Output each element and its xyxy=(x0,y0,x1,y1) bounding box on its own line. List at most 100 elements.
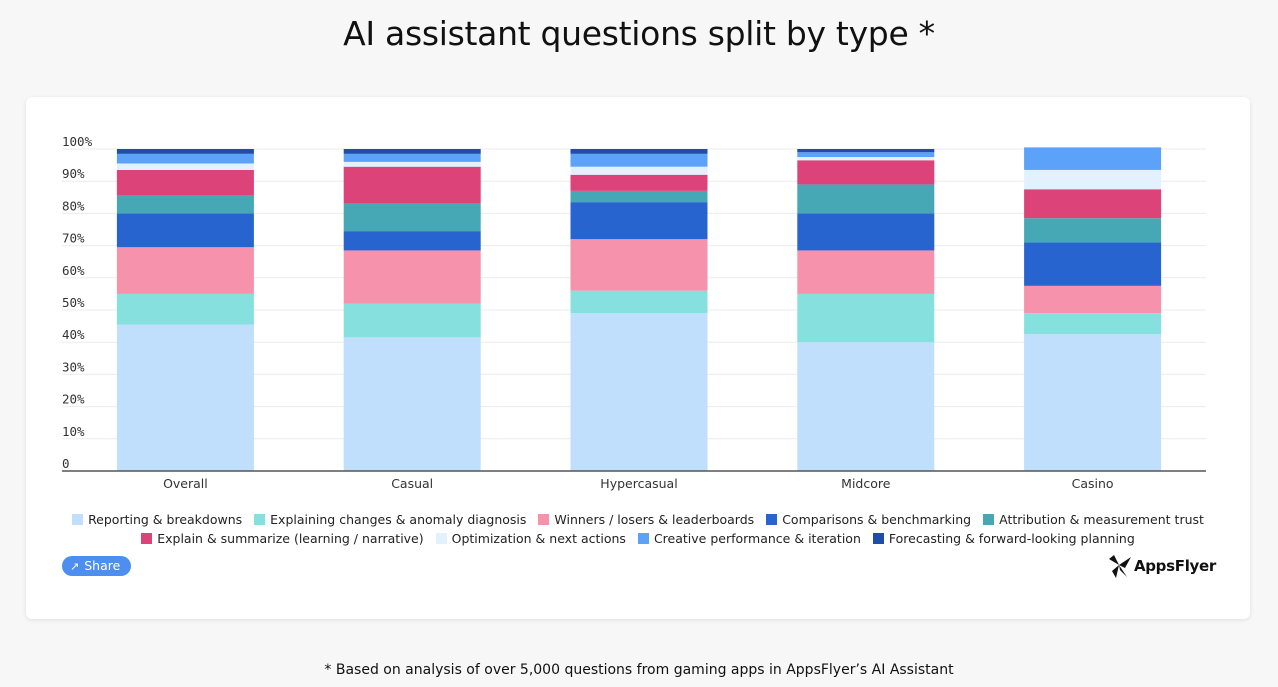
legend-item[interactable]: Explaining changes & anomaly diagnosis xyxy=(254,510,526,529)
legend-item[interactable]: Attribution & measurement trust xyxy=(983,510,1204,529)
legend-item[interactable]: Forecasting & forward-looking planning xyxy=(872,529,1135,548)
legend-swatch xyxy=(72,514,84,525)
y-tick-label: 50% xyxy=(62,295,85,310)
x-tick-label: Midcore xyxy=(841,476,891,491)
legend-label: Reporting & breakdowns xyxy=(88,512,243,527)
brand-name: AppsFlyer xyxy=(1133,557,1216,575)
y-tick-label: 60% xyxy=(62,263,85,278)
bar-segment xyxy=(116,195,254,214)
legend-label: Explain & summarize (learning / narrativ… xyxy=(157,531,424,546)
bar-segment xyxy=(570,149,708,154)
legend-swatch xyxy=(538,514,550,525)
legend-label: Optimization & next actions xyxy=(451,531,626,546)
share-icon: ↗ xyxy=(70,560,80,573)
bar-segment xyxy=(116,149,254,154)
bar-segment xyxy=(797,157,935,161)
x-tick-label: Casino xyxy=(1072,476,1114,491)
legend-item[interactable]: Creative performance & iteration xyxy=(637,529,861,548)
bar-segment xyxy=(1024,189,1162,219)
bar-segment xyxy=(343,166,481,204)
bar-segment xyxy=(343,250,481,304)
bar-segment xyxy=(570,166,708,175)
legend-label: Creative performance & iteration xyxy=(653,531,861,546)
stacked-bar-chart: 0 10% 20% 30% 40% 50% 60% 70% 80% 90% 100% Overall C… xyxy=(62,134,1206,491)
bar-segment xyxy=(1024,218,1162,243)
y-tick-label: 70% xyxy=(62,231,85,246)
legend-item[interactable]: Optimization & next actions xyxy=(435,529,626,548)
bar-segment xyxy=(570,153,708,167)
legend-swatch xyxy=(435,533,447,544)
bar-segment xyxy=(570,290,708,314)
bar-segment xyxy=(343,203,481,232)
bar-segment xyxy=(1024,147,1162,170)
bar-segment xyxy=(1024,242,1162,286)
bar-segment xyxy=(797,152,935,158)
bar-segment xyxy=(116,247,254,294)
y-tick-label: 80% xyxy=(62,198,85,213)
x-tick-label: Hypercasual xyxy=(600,476,677,491)
bar-segment xyxy=(797,149,935,153)
y-tick-label: 20% xyxy=(62,392,85,407)
share-button[interactable]: ↗ Share xyxy=(62,556,132,576)
appsflyer-bird-icon xyxy=(1108,555,1131,578)
bar-segment xyxy=(343,153,481,162)
bar-segment xyxy=(797,184,935,214)
legend-item[interactable]: Comparisons & benchmarking xyxy=(766,510,971,529)
legend-swatch xyxy=(766,514,778,525)
legend-swatch xyxy=(983,514,995,525)
page-title: AI assistant questions split by type * xyxy=(343,14,935,53)
bar-segment xyxy=(343,231,481,251)
y-tick-label: 90% xyxy=(62,166,85,181)
y-tick-label: 10% xyxy=(62,424,85,439)
y-tick-label: 30% xyxy=(62,359,85,374)
bar-segment xyxy=(116,324,254,471)
bar-segment xyxy=(343,161,481,167)
bar-segment xyxy=(797,213,935,251)
legend-row: Explain & summarize (learning / narrativ… xyxy=(46,529,1230,548)
legend-item[interactable]: Winners / losers & leaderboards xyxy=(538,510,754,529)
bar-segment xyxy=(1024,285,1162,314)
chart-card: 0 10% 20% 30% 40% 50% 60% 70% 80% 90% 100% Overall C… xyxy=(26,97,1250,619)
legend-swatch xyxy=(141,533,153,544)
legend-label: Winners / losers & leaderboards xyxy=(554,512,755,527)
bar-segment xyxy=(570,174,708,191)
x-tick-label: Overall xyxy=(163,476,208,491)
share-label: Share xyxy=(84,558,121,573)
bar-segment xyxy=(116,163,254,170)
bar-segment xyxy=(797,250,935,294)
bar-segment xyxy=(570,313,708,471)
legend-label: Forecasting & forward-looking planning xyxy=(888,531,1135,546)
legend-swatch xyxy=(254,514,266,525)
legend-swatch xyxy=(637,533,649,544)
footnote: * Based on analysis of over 5,000 questi… xyxy=(324,662,954,678)
legend-item[interactable]: Explain & summarize (learning / narrativ… xyxy=(141,529,424,548)
bar-segment xyxy=(570,239,708,291)
legend-swatch xyxy=(872,533,884,544)
bar-segment xyxy=(116,153,254,164)
bar-segment xyxy=(116,213,254,248)
bar-segment xyxy=(343,303,481,338)
legend-item[interactable]: Reporting & breakdowns xyxy=(72,510,242,529)
appsflyer-logo: AppsFlyer xyxy=(1108,552,1216,580)
bar-segment xyxy=(797,293,935,343)
bar-segment xyxy=(570,190,708,203)
bar-segment xyxy=(797,342,935,471)
bar-segment xyxy=(797,160,935,185)
y-tick-label: 40% xyxy=(62,327,85,342)
bar-segment xyxy=(570,202,708,240)
legend-label: Attribution & measurement trust xyxy=(999,512,1204,527)
legend-label: Explaining changes & anomaly diagnosis xyxy=(270,512,527,527)
bar-segment xyxy=(116,293,254,325)
x-tick-label: Casual xyxy=(391,476,433,491)
y-tick-label: 0 xyxy=(62,456,70,471)
bar-segment xyxy=(343,337,481,471)
bar-segment xyxy=(1024,169,1162,190)
bar-segment xyxy=(116,169,254,196)
bar-segment xyxy=(1024,334,1162,471)
chart-legend: Reporting & breakdowns Explaining changes… xyxy=(46,510,1230,548)
bar-segment xyxy=(1024,313,1162,335)
legend-label: Comparisons & benchmarking xyxy=(782,512,972,527)
legend-row: Reporting & breakdowns Explaining changes… xyxy=(46,510,1230,529)
y-tick-label: 100% xyxy=(62,134,93,149)
bar-segment xyxy=(343,149,481,154)
